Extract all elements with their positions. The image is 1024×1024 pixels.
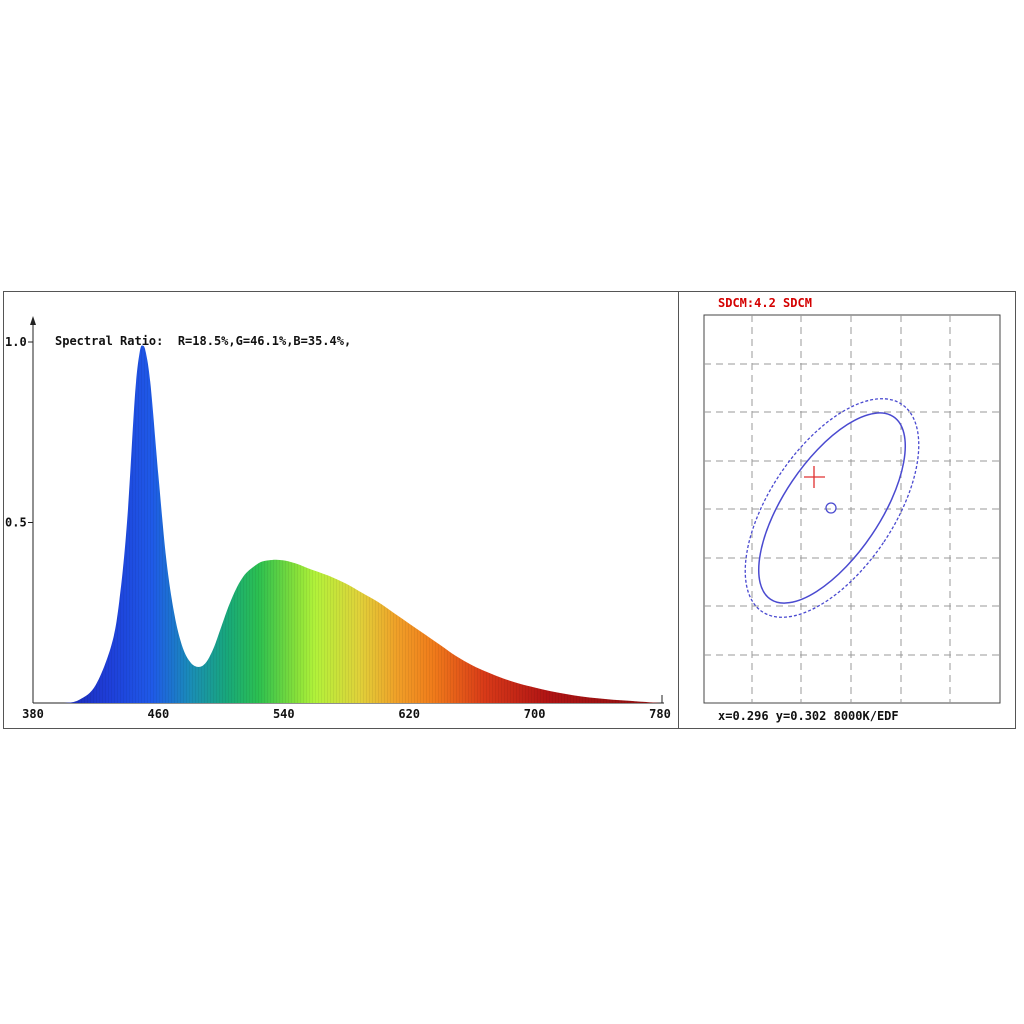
y-tick-label-0-5: 0.5 [5, 516, 27, 530]
x-tick-label-380: 380 [22, 707, 44, 721]
x-tick-label-780: 780 [649, 707, 671, 721]
spectrum-stripes [33, 345, 660, 703]
x-tick-label-460: 460 [148, 707, 170, 721]
spectral-ratio-text: Spectral Ratio: R=18.5%,G=46.1%,B=35.4%, [55, 334, 351, 348]
x-tick-label-700: 700 [524, 707, 546, 721]
x-tick-label-540: 540 [273, 707, 295, 721]
x-tick-label-620: 620 [398, 707, 420, 721]
chart-frame [3, 291, 1016, 729]
panel-divider [678, 291, 679, 729]
y-tick-label-1-0: 1.0 [5, 335, 27, 349]
y-axis-arrow [30, 316, 36, 325]
